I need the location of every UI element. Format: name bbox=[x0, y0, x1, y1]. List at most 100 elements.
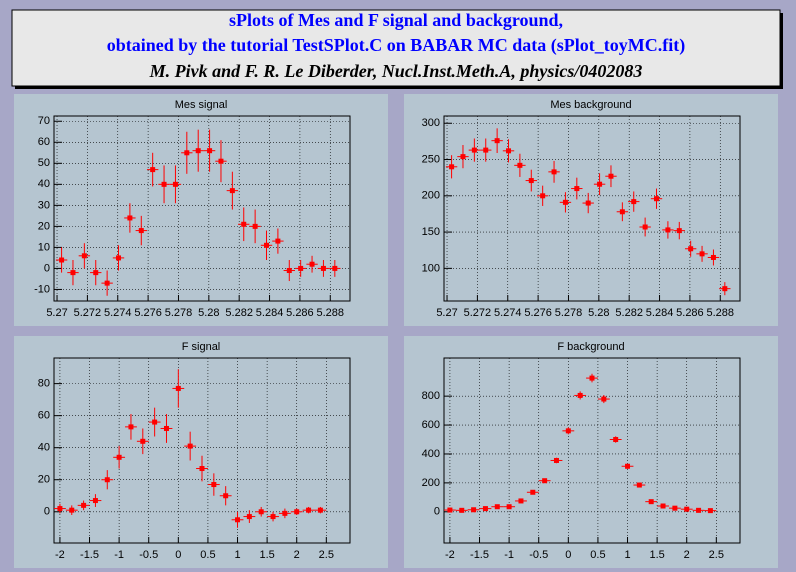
frame bbox=[53, 115, 351, 302]
marker bbox=[57, 506, 63, 512]
series bbox=[444, 373, 717, 514]
marker bbox=[163, 425, 169, 431]
x-tick-label: 0 bbox=[175, 549, 181, 561]
y-tick-label: 600 bbox=[422, 419, 440, 431]
marker bbox=[471, 507, 477, 513]
y-tick-label: 100 bbox=[422, 262, 440, 274]
y-tick-label: 0 bbox=[44, 262, 50, 274]
marker bbox=[660, 503, 666, 509]
marker bbox=[270, 514, 276, 520]
y-tick-label: 200 bbox=[422, 190, 440, 202]
marker bbox=[320, 265, 326, 271]
marker bbox=[116, 454, 122, 460]
x-tick-label: 0.5 bbox=[200, 549, 215, 561]
marker bbox=[642, 224, 648, 230]
x-tick-label: 5.278 bbox=[555, 307, 583, 319]
marker bbox=[275, 238, 281, 244]
marker bbox=[207, 148, 213, 154]
marker bbox=[152, 419, 158, 425]
frame bbox=[53, 357, 351, 544]
x-tick-label: 5.276 bbox=[524, 307, 552, 319]
y-tick-label: 40 bbox=[38, 442, 50, 454]
header-line: obtained by the tutorial TestSPlot.C on … bbox=[107, 35, 686, 56]
marker bbox=[665, 227, 671, 233]
marker bbox=[69, 507, 75, 513]
marker bbox=[459, 507, 465, 513]
marker bbox=[286, 268, 292, 274]
marker bbox=[187, 443, 193, 449]
series bbox=[55, 129, 341, 296]
marker bbox=[483, 147, 489, 153]
marker bbox=[506, 148, 512, 154]
marker bbox=[551, 169, 557, 175]
y-tick-label: 0 bbox=[44, 506, 50, 518]
series bbox=[445, 128, 731, 296]
plot-title: F background bbox=[557, 341, 624, 353]
x-tick-label: -1 bbox=[114, 549, 124, 561]
marker bbox=[104, 280, 110, 286]
x-tick-label: 0 bbox=[565, 549, 571, 561]
x-tick-label: 1 bbox=[624, 549, 630, 561]
plot-title: Mes background bbox=[550, 99, 631, 111]
marker bbox=[93, 270, 99, 276]
x-tick-label: 5.27 bbox=[46, 307, 67, 319]
marker bbox=[494, 504, 500, 510]
marker bbox=[684, 506, 690, 512]
y-tick-label: 150 bbox=[422, 226, 440, 238]
marker bbox=[229, 188, 235, 194]
x-tick-label: -2 bbox=[445, 549, 455, 561]
marker bbox=[184, 150, 190, 156]
marker bbox=[332, 265, 338, 271]
marker bbox=[707, 508, 713, 514]
marker bbox=[70, 270, 76, 276]
marker bbox=[211, 482, 217, 488]
marker bbox=[517, 162, 523, 168]
marker bbox=[223, 493, 229, 499]
x-tick-label: -2 bbox=[55, 549, 65, 561]
marker bbox=[471, 147, 477, 153]
x-tick-label: 5.276 bbox=[134, 307, 162, 319]
y-tick-label: 30 bbox=[38, 199, 50, 211]
marker bbox=[676, 228, 682, 234]
frame bbox=[443, 115, 741, 302]
y-tick-label: 400 bbox=[422, 448, 440, 460]
x-tick-label: 2 bbox=[684, 549, 690, 561]
x-tick-label: 1.5 bbox=[259, 549, 274, 561]
series bbox=[54, 369, 327, 528]
marker bbox=[613, 437, 619, 443]
marker bbox=[246, 514, 252, 520]
marker bbox=[241, 221, 247, 227]
marker bbox=[161, 181, 167, 187]
marker bbox=[482, 506, 488, 512]
marker bbox=[128, 424, 134, 430]
x-tick-label: -0.5 bbox=[529, 549, 548, 561]
x-tick-label: -1.5 bbox=[470, 549, 489, 561]
x-tick-label: 5.286 bbox=[286, 307, 314, 319]
marker bbox=[608, 173, 614, 179]
y-tick-label: 200 bbox=[422, 477, 440, 489]
x-tick-label: 5.288 bbox=[707, 307, 735, 319]
x-tick-label: -1 bbox=[504, 549, 514, 561]
y-tick-label: 70 bbox=[38, 115, 50, 127]
marker bbox=[81, 502, 87, 508]
y-tick-label: 50 bbox=[38, 157, 50, 169]
marker bbox=[282, 510, 288, 516]
x-tick-label: 5.272 bbox=[74, 307, 102, 319]
marker bbox=[654, 196, 660, 202]
marker bbox=[306, 507, 312, 513]
y-tick-label: 80 bbox=[38, 378, 50, 390]
x-tick-label: 5.284 bbox=[256, 307, 284, 319]
y-tick-label: 20 bbox=[38, 220, 50, 232]
marker bbox=[59, 257, 65, 263]
marker bbox=[199, 466, 205, 472]
marker bbox=[672, 505, 678, 511]
header-line: sPlots of Mes and F signal and backgroun… bbox=[229, 10, 563, 30]
y-tick-label: 20 bbox=[38, 474, 50, 486]
marker bbox=[252, 223, 258, 229]
marker bbox=[518, 498, 524, 504]
marker bbox=[696, 507, 702, 513]
x-tick-label: 1 bbox=[234, 549, 240, 561]
marker bbox=[577, 392, 583, 398]
y-tick-label: 800 bbox=[422, 390, 440, 402]
